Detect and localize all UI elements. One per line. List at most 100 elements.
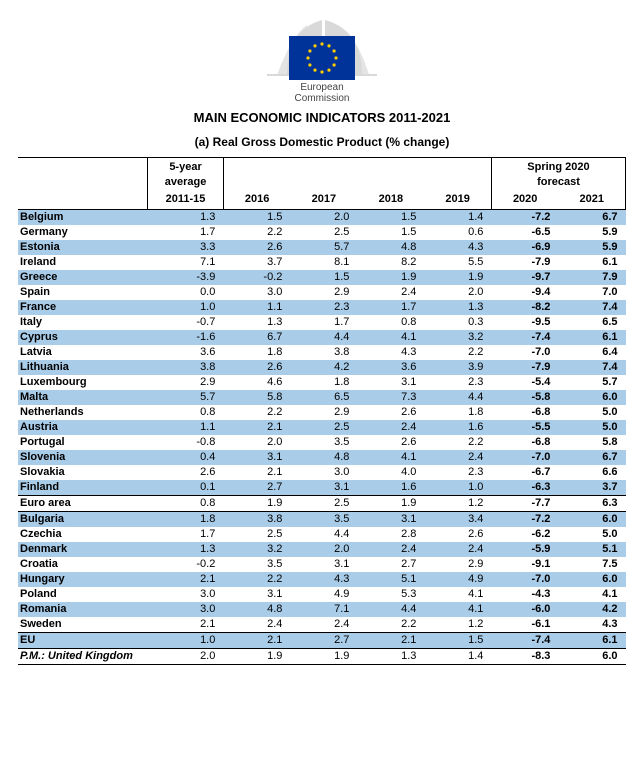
year-val: 2.0 [290,210,357,226]
year-val: 5.0 [558,527,625,542]
year-val: 4.0 [357,465,424,480]
year-val: 2.6 [223,360,290,375]
year-val: 7.1 [290,602,357,617]
year-val: 2.7 [223,480,290,496]
country-name: Luxembourg [18,375,148,390]
country-name: Denmark [18,542,148,557]
country-name: Germany [18,225,148,240]
avg-val: 1.0 [148,633,224,649]
year-val: -9.5 [491,315,558,330]
country-name: Poland [18,587,148,602]
year-val: 2.6 [357,405,424,420]
year-val: 2.4 [424,542,491,557]
year-val: -9.7 [491,270,558,285]
country-name: Czechia [18,527,148,542]
avg-val: 2.0 [148,649,224,665]
avg-val: 0.1 [148,480,224,496]
year-val: -8.3 [491,649,558,665]
year-val: 1.9 [424,270,491,285]
table-row: Hungary2.12.24.35.14.9-7.06.0 [18,572,626,587]
year-val: 4.1 [357,330,424,345]
year-val: 2.0 [424,285,491,300]
year-val: 3.6 [357,360,424,375]
year-val: 1.0 [424,480,491,496]
year-val: 2.4 [357,420,424,435]
avg-val: 3.3 [148,240,224,255]
year-val: 6.7 [223,330,290,345]
year-val: 2.2 [424,345,491,360]
year-val: 2.6 [357,435,424,450]
year-val: 5.5 [424,255,491,270]
year-val: -7.0 [491,450,558,465]
table-row: Poland3.03.14.95.34.1-4.34.1 [18,587,626,602]
year-val: 1.1 [223,300,290,315]
year-val: 4.9 [424,572,491,587]
country-name: Bulgaria [18,512,148,528]
year-val: 2.4 [357,285,424,300]
year-val: 4.4 [290,330,357,345]
year-val: 1.3 [357,649,424,665]
year-val: 2.6 [424,527,491,542]
year-val: 2.3 [290,300,357,315]
year-val: 3.0 [223,285,290,300]
country-name: P.M.: United Kingdom [18,649,148,665]
year-val: -7.2 [491,512,558,528]
year-val: 4.3 [558,617,625,633]
year-val: 6.6 [558,465,625,480]
year-val: 6.5 [558,315,625,330]
table-row: Slovakia2.62.13.04.02.3-6.76.6 [18,465,626,480]
table-row: Cyprus-1.66.74.44.13.2-7.46.1 [18,330,626,345]
year-val: 2.1 [357,633,424,649]
avg-val: -0.7 [148,315,224,330]
year-val: 3.1 [223,450,290,465]
year-val: 2.5 [290,420,357,435]
table-row: Czechia1.72.54.42.82.6-6.25.0 [18,527,626,542]
avg-val: 0.0 [148,285,224,300]
country-name: Romania [18,602,148,617]
year-val: 7.0 [558,285,625,300]
year-val: 2.4 [357,542,424,557]
hdr-year: 2020 [491,192,558,210]
avg-val: -0.2 [148,557,224,572]
table-row: Ireland7.13.78.18.25.5-7.96.1 [18,255,626,270]
country-name: Portugal [18,435,148,450]
year-val: 4.1 [424,587,491,602]
year-val: 2.1 [223,633,290,649]
year-val: 5.9 [558,225,625,240]
year-val: -7.0 [491,345,558,360]
year-val: 4.3 [424,240,491,255]
year-val: -5.5 [491,420,558,435]
year-val: 4.3 [290,572,357,587]
year-val: 4.4 [290,527,357,542]
table-row: EU1.02.12.72.11.5-7.46.1 [18,633,626,649]
year-val: 7.4 [558,360,625,375]
year-val: 1.3 [424,300,491,315]
avg-val: 1.8 [148,512,224,528]
year-val: -7.0 [491,572,558,587]
table-row: Austria1.12.12.52.41.6-5.55.0 [18,420,626,435]
year-val: 4.1 [558,587,625,602]
year-val: 1.5 [223,210,290,226]
year-val: 3.1 [223,587,290,602]
year-val: 6.1 [558,255,625,270]
year-val: 2.8 [357,527,424,542]
avg-val: 5.7 [148,390,224,405]
year-val: 6.4 [558,345,625,360]
table-row: Italy-0.71.31.70.80.3-9.56.5 [18,315,626,330]
avg-val: -1.6 [148,330,224,345]
year-val: 4.8 [223,602,290,617]
year-val: 5.0 [558,405,625,420]
year-val: 2.9 [290,285,357,300]
avg-val: 1.0 [148,300,224,315]
country-name: Estonia [18,240,148,255]
year-val: 3.0 [290,465,357,480]
year-val: 0.3 [424,315,491,330]
year-val: 7.3 [357,390,424,405]
table-row: Croatia-0.23.53.12.72.9-9.17.5 [18,557,626,572]
year-val: 6.7 [558,450,625,465]
year-val: 2.9 [290,405,357,420]
year-val: -8.2 [491,300,558,315]
year-val: 1.8 [290,375,357,390]
year-val: 5.7 [290,240,357,255]
year-val: -6.8 [491,405,558,420]
